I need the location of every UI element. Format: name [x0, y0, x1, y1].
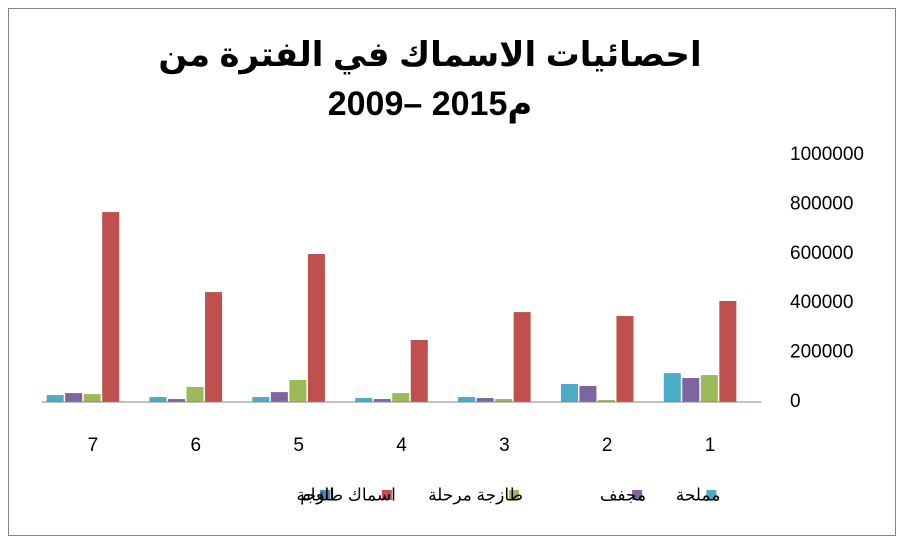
x-tick-label: 7 — [88, 435, 99, 456]
bar — [458, 397, 476, 402]
bar — [355, 398, 373, 402]
bar — [616, 316, 634, 402]
y-tick-label: 600000 — [790, 243, 853, 264]
x-tick-label: 5 — [293, 435, 304, 456]
legend-label: مجفف — [600, 485, 646, 504]
bar — [700, 375, 718, 402]
legend-label: مملحة — [676, 485, 721, 504]
x-tick-label: 6 — [190, 435, 201, 456]
legend-swatch — [706, 490, 717, 500]
legend-label: اسماك طازجة — [297, 485, 396, 504]
legend-label: طازجة مرحلة — [428, 485, 523, 504]
bar — [682, 378, 700, 402]
bar — [663, 373, 681, 402]
bar — [307, 254, 325, 402]
bar — [579, 385, 597, 402]
bar — [495, 399, 513, 402]
y-tick-label: 0 — [790, 391, 801, 412]
legend-swatch — [509, 490, 520, 500]
chart-title: احصائيات الاسماك في الفترة من — [158, 36, 701, 75]
y-tick-label: 200000 — [790, 342, 853, 363]
legend-swatch — [381, 490, 392, 500]
x-tick-label: 3 — [499, 435, 510, 456]
bar — [168, 399, 186, 402]
bar — [46, 395, 64, 402]
bar — [513, 312, 531, 402]
bar — [83, 394, 101, 402]
x-tick-label: 4 — [396, 435, 407, 456]
bar — [597, 400, 615, 402]
bar — [392, 393, 410, 402]
bar — [410, 340, 428, 402]
bar — [373, 399, 391, 402]
bar — [252, 397, 270, 402]
legend-label: العام — [300, 485, 334, 504]
x-tick-label: 2 — [602, 435, 613, 456]
y-tick-label: 800000 — [790, 193, 853, 214]
y-tick-label: 1000000 — [790, 144, 864, 165]
bar — [270, 392, 288, 402]
bar — [289, 380, 307, 402]
chart-border — [8, 8, 896, 536]
x-tick-label: 1 — [705, 435, 716, 456]
y-tick-label: 400000 — [790, 292, 853, 313]
bar — [65, 393, 83, 402]
bar — [186, 386, 204, 402]
bar — [476, 398, 494, 402]
bar — [149, 397, 167, 402]
legend-swatch — [632, 490, 643, 500]
bar — [719, 300, 737, 402]
legend-swatch — [320, 490, 330, 500]
bar — [102, 212, 120, 402]
chart-title: 2009– 2015م — [328, 85, 533, 124]
bar — [205, 292, 223, 402]
bar — [560, 383, 578, 402]
